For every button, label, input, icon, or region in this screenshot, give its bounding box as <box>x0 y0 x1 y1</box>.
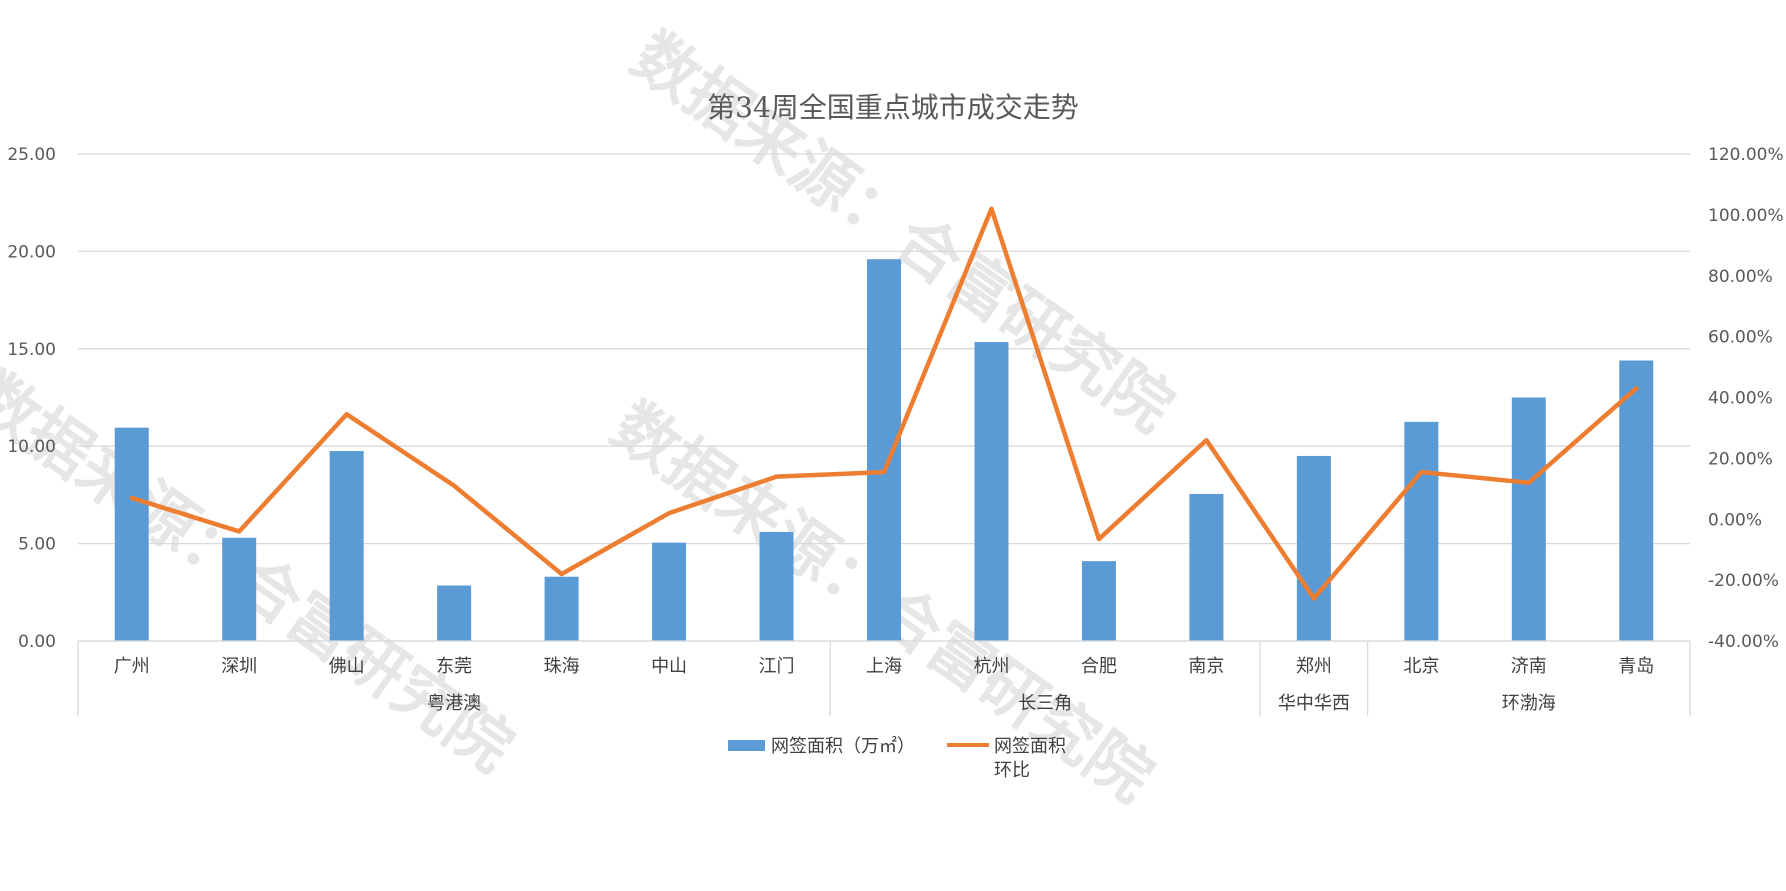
category-label: 广州 <box>114 656 150 677</box>
right-tick-label: 100.00% <box>1708 206 1784 226</box>
category-label: 佛山 <box>329 656 365 677</box>
bar <box>759 531 794 641</box>
bar <box>974 341 1009 641</box>
right-tick-label: 0.00% <box>1708 510 1762 530</box>
right-tick-label: 120.00% <box>1708 145 1784 165</box>
category-label: 南京 <box>1188 656 1224 677</box>
category-label: 济南 <box>1511 656 1547 677</box>
line-series <box>129 206 1639 601</box>
bar <box>1296 455 1331 641</box>
legend-line-label: 网签面积 <box>994 736 1066 757</box>
left-tick-label: 0.00 <box>18 632 56 652</box>
category-label: 江门 <box>759 656 795 677</box>
left-tick-label: 20.00 <box>7 242 56 262</box>
bar <box>1081 561 1116 641</box>
right-tick-label: -40.00% <box>1708 632 1779 652</box>
bar <box>329 451 364 641</box>
right-tick-label: 80.00% <box>1708 267 1773 287</box>
bar <box>1404 421 1439 641</box>
legend: 网签面积（万㎡） 网签面积 环比 <box>728 735 1066 781</box>
category-label: 合肥 <box>1081 656 1117 677</box>
watermark-text: 数据来源：合富研究院 <box>0 359 525 787</box>
bar <box>1189 493 1224 641</box>
group-label: 华中华西 <box>1278 693 1350 714</box>
category-label: 上海 <box>866 656 902 677</box>
bar <box>437 585 472 641</box>
category-label: 珠海 <box>544 656 580 677</box>
category-label: 青岛 <box>1618 656 1654 677</box>
left-tick-label: 10.00 <box>7 437 56 457</box>
group-label: 长三角 <box>1018 693 1072 714</box>
legend-line-label-2: 环比 <box>994 760 1030 781</box>
legend-bar-label: 网签面积（万㎡） <box>771 735 915 757</box>
right-tick-label: 20.00% <box>1708 449 1773 469</box>
bar <box>867 259 901 641</box>
category-label: 东莞 <box>436 656 472 677</box>
bar <box>1619 360 1654 641</box>
category-label: 北京 <box>1403 656 1439 677</box>
category-label: 杭州 <box>973 656 1009 677</box>
right-axis: -40.00% -20.00% 0.00% 20.00% 40.00% 60.00% 80.… <box>1708 145 1784 652</box>
left-axis: 0.00 5.00 10.00 15.00 20.00 25.00 <box>7 145 56 652</box>
category-label: 中山 <box>651 656 687 677</box>
left-tick-label: 5.00 <box>18 535 56 555</box>
bar <box>222 537 257 641</box>
bar <box>544 576 579 641</box>
bar-series <box>114 259 1654 641</box>
right-tick-label: -20.00% <box>1708 571 1779 591</box>
right-tick-label: 60.00% <box>1708 328 1773 348</box>
category-label: 郑州 <box>1296 656 1332 677</box>
group-label: 粤港澳 <box>427 693 481 714</box>
left-tick-label: 25.00 <box>7 145 56 165</box>
watermark-text: 数据来源：合富研究院 <box>619 19 1186 447</box>
legend-bar-swatch <box>728 740 765 751</box>
bar <box>114 427 149 641</box>
group-label: 环渤海 <box>1502 693 1556 714</box>
chart-title: 第34周全国重点城市成交走势 <box>707 91 1079 124</box>
category-label: 深圳 <box>221 656 257 677</box>
bar <box>652 542 687 641</box>
left-tick-label: 15.00 <box>7 340 56 360</box>
right-tick-label: 40.00% <box>1708 389 1773 409</box>
bar <box>1511 397 1546 641</box>
